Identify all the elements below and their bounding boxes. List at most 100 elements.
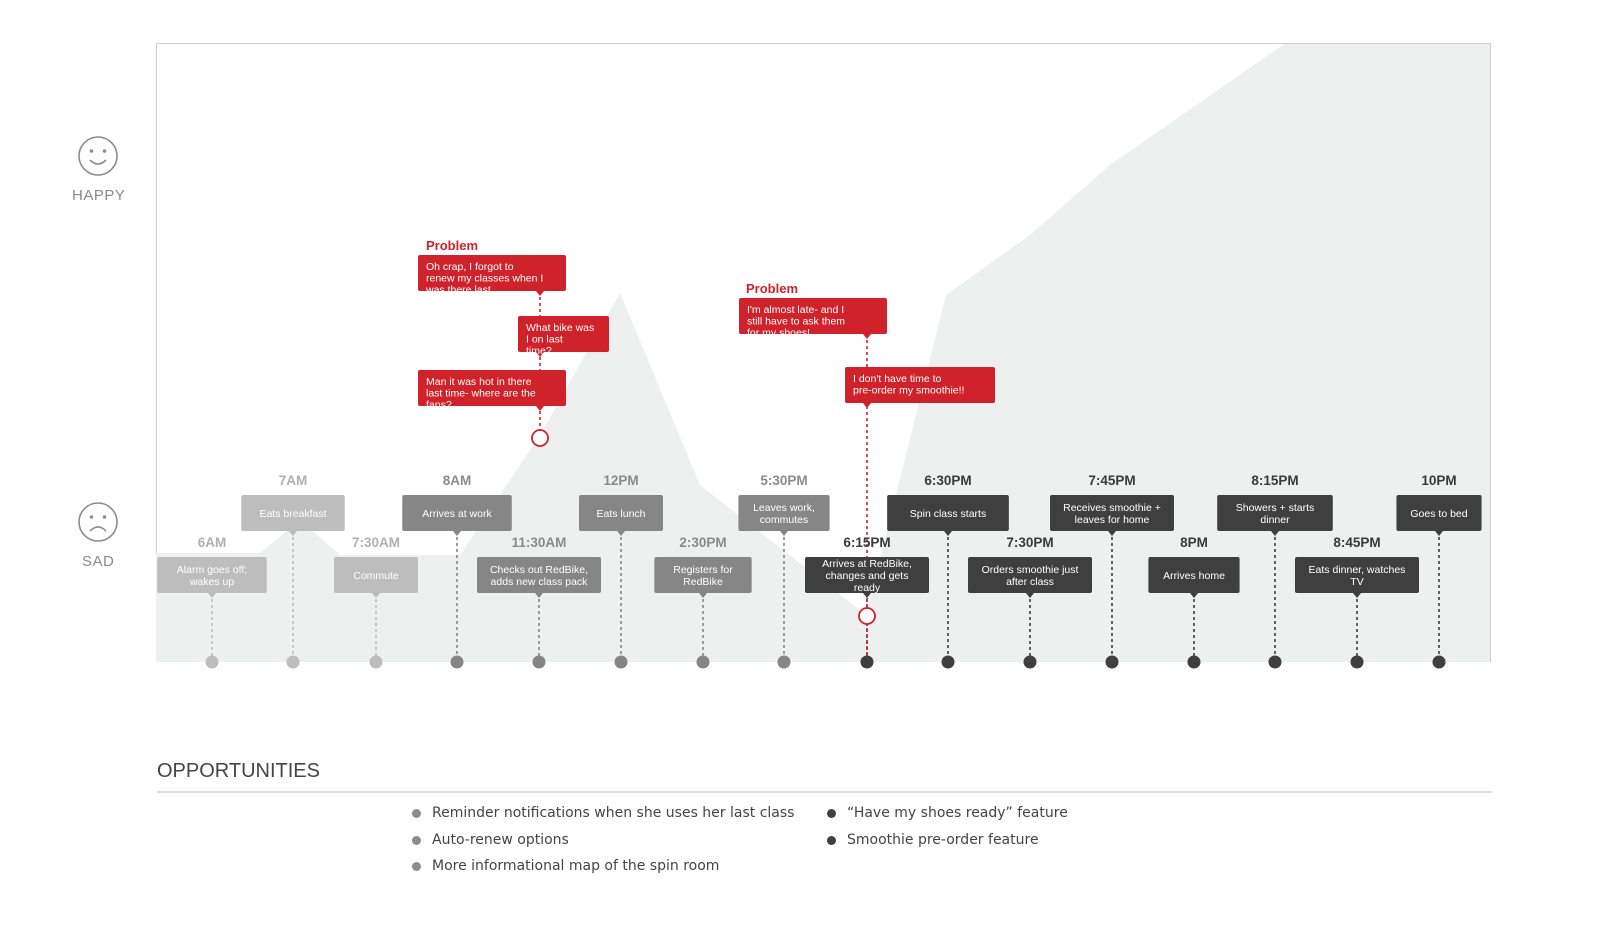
event-label: Arrives home xyxy=(1163,570,1225,582)
event-label: Showers + starts xyxy=(1236,502,1315,514)
problem-note-text: time? xyxy=(526,345,552,357)
event-10pm: 10PM Goes to bed xyxy=(1396,473,1482,536)
event-label: Arrives at RedBike, xyxy=(822,558,912,570)
bullet-icon xyxy=(412,809,421,818)
event-card-pointer xyxy=(372,593,380,598)
event-time: 7:45PM xyxy=(1088,473,1135,488)
event-630pm: 6:30PM Spin class starts xyxy=(887,473,1009,536)
opportunity-text: “Have my shoes ready” feature xyxy=(847,805,1068,821)
event-12pm: 12PM Eats lunch xyxy=(579,473,663,536)
opportunity-text: Smoothie pre-order feature xyxy=(847,831,1039,848)
problem-note-text: for my shoes! xyxy=(747,327,810,339)
event-card-pointer xyxy=(289,531,297,536)
event-6am: 6AM Alarm goes off;wakes up xyxy=(157,535,267,598)
problem-note xyxy=(418,255,566,291)
timeline-dot xyxy=(450,655,464,669)
event-745pm: 7:45PM Receives smoothie +leaves for home xyxy=(1050,473,1174,536)
event-card xyxy=(1050,495,1174,531)
event-8am: 8AM Arrives at work xyxy=(402,473,512,536)
event-time: 8AM xyxy=(443,473,472,488)
event-card-pointer xyxy=(1190,593,1198,598)
event-card-pointer xyxy=(944,531,952,536)
event-time: 6:15PM xyxy=(843,535,890,550)
problem-note-text: still have to ask them xyxy=(747,316,845,328)
event-label: Eats lunch xyxy=(596,508,645,520)
timeline-dot xyxy=(696,655,710,669)
happy-label: HAPPY xyxy=(72,187,126,204)
opportunity-text: Reminder notifications when she uses her… xyxy=(432,805,795,821)
event-label: Commute xyxy=(353,570,399,582)
event-time: 7:30AM xyxy=(352,535,400,550)
problem-note xyxy=(739,298,887,334)
timeline-dot xyxy=(369,655,383,669)
event-label: Goes to bed xyxy=(1410,508,1467,520)
event-label: Checks out RedBike, xyxy=(490,564,588,576)
event-card-pointer xyxy=(699,593,707,598)
event-time: 6:30PM xyxy=(924,473,971,488)
event-card-pointer xyxy=(863,593,871,598)
timeline-dot xyxy=(205,655,219,669)
timeline-dot xyxy=(1105,655,1119,669)
opportunities-title: OPPORTUNITIES xyxy=(157,760,320,782)
event-card xyxy=(402,495,512,531)
timeline-dot xyxy=(1023,655,1037,669)
timeline-dot xyxy=(1350,655,1364,669)
event-label: TV xyxy=(1350,576,1363,588)
phase-before-work: BEFORE WORK xyxy=(201,710,356,732)
event-label: Receives smoothie + xyxy=(1063,502,1161,514)
opportunity-item: Smoothie pre-order feature xyxy=(827,831,1068,858)
event-card xyxy=(1396,495,1482,531)
event-label: wakes up xyxy=(189,576,235,588)
event-time: 8:15PM xyxy=(1251,473,1298,488)
happy-face-icon xyxy=(78,136,118,176)
problem-title: Problem xyxy=(426,238,478,253)
event-7am: 7AM Eats breakfast xyxy=(241,473,345,536)
event-time: 5:30PM xyxy=(760,473,807,488)
problem-note-text: Oh crap, I forgot to xyxy=(426,261,514,273)
event-card-pointer xyxy=(1353,593,1361,598)
problem-note xyxy=(845,367,995,403)
opportunity-text: More informational map of the spin room xyxy=(432,858,720,874)
bullet-icon xyxy=(827,835,836,845)
event-card xyxy=(157,557,267,593)
event-730am: 7:30AM Commute xyxy=(334,535,418,598)
event-card xyxy=(334,557,418,593)
opportunities-after-list: “Have my shoes ready” feature Smoothie p… xyxy=(827,804,1068,857)
opportunity-text: Auto-renew options xyxy=(432,831,569,848)
timeline-dot xyxy=(941,655,955,669)
event-card xyxy=(579,495,663,531)
event-card-pointer xyxy=(780,531,788,536)
event-time: 10PM xyxy=(1421,473,1456,488)
event-card xyxy=(1148,557,1240,593)
event-time: 7AM xyxy=(279,473,308,488)
event-card-pointer xyxy=(1271,531,1279,536)
event-label: Spin class starts xyxy=(910,508,986,520)
event-card-pointer xyxy=(535,593,543,598)
problem-note xyxy=(518,316,609,352)
problem-note-pointer xyxy=(536,352,544,357)
problem-note-text: What bike was xyxy=(526,322,594,334)
timeline-dot xyxy=(777,655,791,669)
problem-note-text: I on last xyxy=(526,334,563,346)
timeline-dot xyxy=(286,655,300,669)
event-card xyxy=(968,557,1092,593)
event-label: Alarm goes off; xyxy=(177,564,247,576)
event-time: 7:30PM xyxy=(1006,535,1053,550)
sad-label: SAD xyxy=(82,553,115,570)
problem-note-pointer xyxy=(863,334,871,339)
event-time: 11:30AM xyxy=(512,535,567,550)
event-label: Eats dinner, watches xyxy=(1309,564,1406,576)
event-card-pointer xyxy=(1435,531,1443,536)
event-label: dinner xyxy=(1260,514,1290,526)
problem-title: Problem xyxy=(746,281,798,296)
event-1130am: 11:30AM Checks out RedBike,adds new class… xyxy=(477,535,601,598)
event-card-pointer xyxy=(617,531,625,536)
event-label: Orders smoothie just xyxy=(982,564,1079,576)
event-time: 12PM xyxy=(603,473,638,488)
event-label: Registers for xyxy=(673,564,733,576)
event-time: 6AM xyxy=(198,535,227,550)
